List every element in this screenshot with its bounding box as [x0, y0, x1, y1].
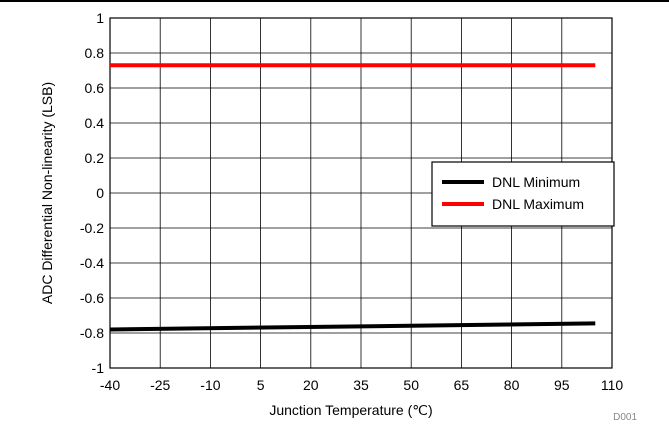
y-tick-label: -1 [92, 360, 105, 376]
top-rule [0, 0, 669, 2]
legend-label: DNL Minimum [492, 174, 580, 190]
y-tick-label: 1 [96, 10, 104, 26]
series-group [109, 63, 596, 332]
legend-label: DNL Maximum [492, 196, 584, 212]
x-tick-label: 65 [454, 377, 470, 393]
x-tick-label: 95 [554, 377, 570, 393]
y-tick-label: 0.2 [85, 150, 105, 166]
y-tick-label: -0.4 [80, 255, 104, 271]
y-tick-label: 0.8 [85, 45, 105, 61]
x-tick-label: 20 [303, 377, 319, 393]
x-axis-label: Junction Temperature (℃) [269, 402, 432, 418]
x-tick-label: -10 [200, 377, 220, 393]
y-tick-label: -0.2 [80, 220, 104, 236]
y-axis-label: ADC Differential Non-linearity (LSB) [39, 82, 55, 304]
y-tick-labels: 1 0.8 0.6 0.4 0.2 0 -0.2 -0.4 -0.6 -0.8 -1 [80, 10, 104, 376]
x-tick-label: 35 [353, 377, 369, 393]
y-tick-label: -0.8 [80, 325, 104, 341]
x-tick-label: -25 [150, 377, 170, 393]
x-tick-labels: -40 -25 -10 5 20 35 50 65 80 95 110 [100, 377, 623, 393]
legend: DNL Minimum DNL Maximum [431, 161, 615, 227]
figure-code: D001 [613, 412, 637, 423]
y-tick-label: 0 [96, 185, 104, 201]
y-tick-label: 0.4 [85, 115, 105, 131]
y-tick-label: 0.6 [85, 80, 105, 96]
series-line-dnl-minimum [109, 321, 596, 332]
x-tick-label: 110 [601, 377, 624, 393]
x-tick-label: 50 [403, 377, 419, 393]
x-tick-label: -40 [100, 377, 120, 393]
y-tick-label: -0.6 [80, 290, 104, 306]
x-tick-label: 80 [504, 377, 520, 393]
legend-box [431, 161, 615, 227]
x-tick-label: 5 [257, 377, 265, 393]
